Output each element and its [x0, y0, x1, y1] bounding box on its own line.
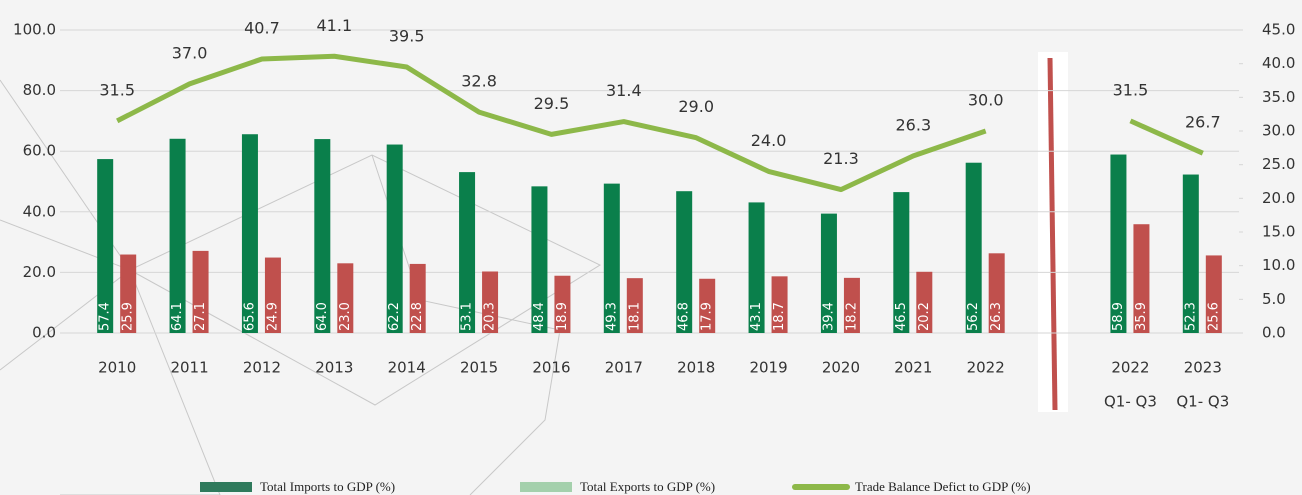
- legend-swatch: [200, 482, 252, 492]
- value-label: 65.6: [242, 302, 257, 331]
- value-label: 26.3: [989, 302, 1004, 331]
- decor-line: [0, 155, 600, 405]
- value-label: 64.0: [315, 302, 330, 331]
- legend-label: Total Exports to GDP (%): [580, 479, 715, 494]
- line-value-label: 32.8: [461, 72, 497, 91]
- line-value-label: 31.5: [1113, 80, 1149, 99]
- value-label: 18.9: [555, 302, 570, 331]
- line-value-label: 30.0: [968, 91, 1004, 110]
- value-label: 52.3: [1183, 302, 1198, 331]
- y-tick-label: 100.0: [13, 21, 56, 39]
- value-label: 46.8: [677, 302, 692, 331]
- value-label: 64.1: [170, 302, 185, 331]
- chart: 0.0 20.0 40.0 60.0 80.0 100.0 0.0 5.0 10.0 15.0 20…: [0, 0, 1302, 495]
- value-label: 43.1: [749, 302, 764, 331]
- line-value-label: 31.5: [99, 80, 135, 99]
- x-tick-label: 2023: [1184, 359, 1222, 377]
- value-label: 20.3: [483, 302, 498, 331]
- value-label: 24.9: [265, 302, 280, 331]
- legend-label: Total Imports to GDP (%): [260, 479, 395, 494]
- y-tick-label: 80.0: [23, 81, 56, 99]
- value-label: 56.2: [966, 302, 981, 331]
- value-label: 18.7: [772, 302, 787, 331]
- line-value-label: 24.0: [751, 131, 787, 150]
- legend-swatch: [520, 482, 572, 492]
- y2-tick-label: 15.0: [1262, 223, 1295, 241]
- value-label: 20.2: [917, 302, 932, 331]
- y2-tick-label: 35.0: [1262, 88, 1295, 106]
- x-tick-label: 2011: [170, 359, 208, 377]
- line-value-label: 40.7: [244, 18, 280, 37]
- y2-tick-label: 45.0: [1262, 21, 1295, 39]
- y2-tick-label: 40.0: [1262, 54, 1295, 72]
- value-label: 23.0: [338, 302, 353, 331]
- line-value-label: 31.4: [606, 81, 642, 100]
- x-tick-label: 2018: [677, 359, 715, 377]
- y2-tick-label: 0.0: [1262, 324, 1286, 342]
- y-tick-label: 20.0: [23, 263, 56, 281]
- y-tick-label: 0.0: [32, 324, 56, 342]
- x-tick-label: Q1- Q3: [1104, 393, 1157, 411]
- line-value-label: 29.5: [534, 94, 570, 113]
- value-label: 57.4: [98, 302, 113, 331]
- background-pattern: [0, 80, 600, 495]
- value-label: 25.9: [121, 302, 136, 331]
- x-tick-label: 2022: [967, 359, 1005, 377]
- value-label: 17.9: [700, 302, 715, 331]
- x-tick-label: 2019: [749, 359, 787, 377]
- x-tick-label: 2014: [388, 359, 426, 377]
- x-tick-label: 2010: [98, 359, 136, 377]
- value-label: 48.4: [532, 302, 547, 331]
- y2-tick-label: 25.0: [1262, 155, 1295, 173]
- legend-label: Trade Balance Defict to GDP (%): [855, 479, 1031, 494]
- x-tick-label: 2012: [243, 359, 281, 377]
- y2-tick-label: 20.0: [1262, 189, 1295, 207]
- value-label: 53.1: [460, 302, 475, 331]
- line-value-label: 21.3: [823, 149, 859, 168]
- value-label: 49.3: [604, 302, 619, 331]
- value-label: 46.5: [894, 302, 909, 331]
- line-value-label: 41.1: [317, 16, 353, 35]
- y2-tick-label: 30.0: [1262, 122, 1295, 140]
- line-value-label: 39.5: [389, 27, 425, 46]
- value-label: 18.2: [844, 302, 859, 331]
- value-label: 35.9: [1134, 302, 1149, 331]
- value-label: 58.9: [1111, 302, 1126, 331]
- y-tick-label: 40.0: [23, 202, 56, 220]
- value-label: 22.8: [410, 302, 425, 331]
- line-value-label: 37.0: [172, 43, 208, 62]
- x-tick-label: 2020: [822, 359, 860, 377]
- line-value-label: 26.3: [896, 115, 932, 134]
- line-value-label: 26.7: [1185, 113, 1221, 132]
- value-label: 25.6: [1206, 302, 1221, 331]
- x-tick-label: 2013: [315, 359, 353, 377]
- x-tick-label: Q1- Q3: [1176, 393, 1229, 411]
- x-tick-label: 2021: [894, 359, 932, 377]
- y2-tick-label: 5.0: [1262, 290, 1286, 308]
- value-label: 62.2: [387, 302, 402, 331]
- value-label: 18.1: [627, 302, 642, 331]
- value-label: 27.1: [193, 302, 208, 331]
- y-tick-label: 60.0: [23, 142, 56, 160]
- x-tick-label: 2022: [1111, 359, 1149, 377]
- line-value-label: 29.0: [678, 97, 714, 116]
- x-tick-label: 2015: [460, 359, 498, 377]
- y2-tick-label: 10.0: [1262, 256, 1295, 274]
- value-label: 39.4: [821, 302, 836, 331]
- x-tick-label: 2017: [605, 359, 643, 377]
- x-tick-label: 2016: [532, 359, 570, 377]
